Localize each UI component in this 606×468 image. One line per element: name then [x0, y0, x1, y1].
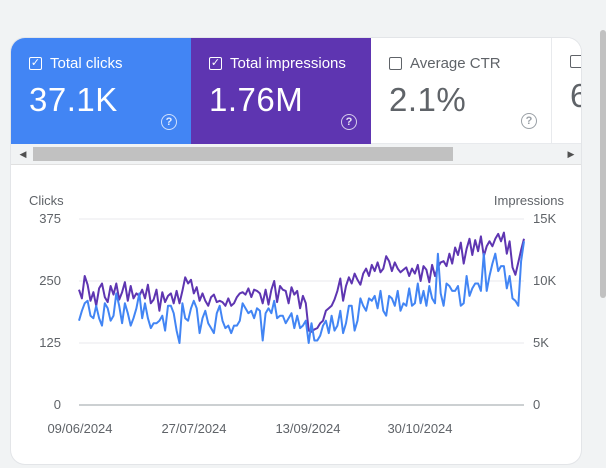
metric-value: 6	[570, 77, 581, 115]
scroll-left-arrow-icon[interactable]: ◀	[19, 148, 27, 159]
x-tick-label: 09/06/2024	[47, 421, 112, 436]
horizontal-scrollbar[interactable]: ◀ ▶	[11, 144, 581, 165]
metric-tile-partial[interactable]: 6	[551, 38, 581, 144]
y-tick-left: 250	[39, 273, 61, 288]
metric-value: 1.76M	[209, 81, 304, 118]
metric-tile-total-clicks[interactable]: ✓ Total clicks 37.1K ?	[11, 38, 191, 144]
scrollbar-thumb[interactable]	[33, 147, 453, 161]
metric-label: Total clicks	[50, 55, 123, 72]
scroll-right-arrow-icon[interactable]: ▶	[567, 148, 575, 159]
performance-card: ✓ Total clicks 37.1K ? ✓ Total impressio…	[11, 38, 581, 464]
x-tick-label: 13/09/2024	[275, 421, 340, 436]
y-axis-label-right: Impressions	[494, 193, 565, 208]
y-axis-label-left: Clicks	[29, 193, 64, 208]
y-tick-left: 0	[54, 397, 61, 412]
series-line-total-clicks	[78, 241, 525, 344]
help-icon[interactable]: ?	[341, 114, 357, 130]
y-tick-right: 15K	[533, 211, 556, 226]
y-tick-left: 375	[39, 211, 61, 226]
performance-chart: Clicks Impressions 375 15K 250 10K 125 5K 0 0 09…	[29, 193, 565, 436]
metric-value: 2.1%	[389, 81, 467, 118]
x-tick-label: 27/07/2024	[161, 421, 226, 436]
metric-label: Average CTR	[410, 55, 501, 72]
checked-checkbox-icon[interactable]: ✓	[209, 57, 222, 70]
metric-tile-average-ctr[interactable]: Average CTR 2.1% ?	[371, 38, 551, 144]
metric-value: 37.1K	[29, 81, 118, 118]
y-tick-right: 5K	[533, 335, 549, 350]
unchecked-checkbox-icon[interactable]	[389, 57, 402, 70]
metric-label: Total impressions	[230, 55, 346, 72]
unchecked-checkbox-icon[interactable]	[570, 55, 581, 68]
metric-tile-total-impressions[interactable]: ✓ Total impressions 1.76M ?	[191, 38, 371, 144]
metric-tiles: ✓ Total clicks 37.1K ? ✓ Total impressio…	[11, 38, 581, 144]
y-tick-right: 10K	[533, 273, 556, 288]
vertical-scrollbar[interactable]	[600, 30, 606, 298]
y-tick-right: 0	[533, 397, 540, 412]
help-icon[interactable]: ?	[521, 113, 537, 129]
checked-checkbox-icon[interactable]: ✓	[29, 57, 42, 70]
series-line-total-impressions	[78, 231, 525, 333]
y-tick-left: 125	[39, 335, 61, 350]
x-tick-label: 30/10/2024	[387, 421, 452, 436]
help-icon[interactable]: ?	[161, 114, 177, 130]
